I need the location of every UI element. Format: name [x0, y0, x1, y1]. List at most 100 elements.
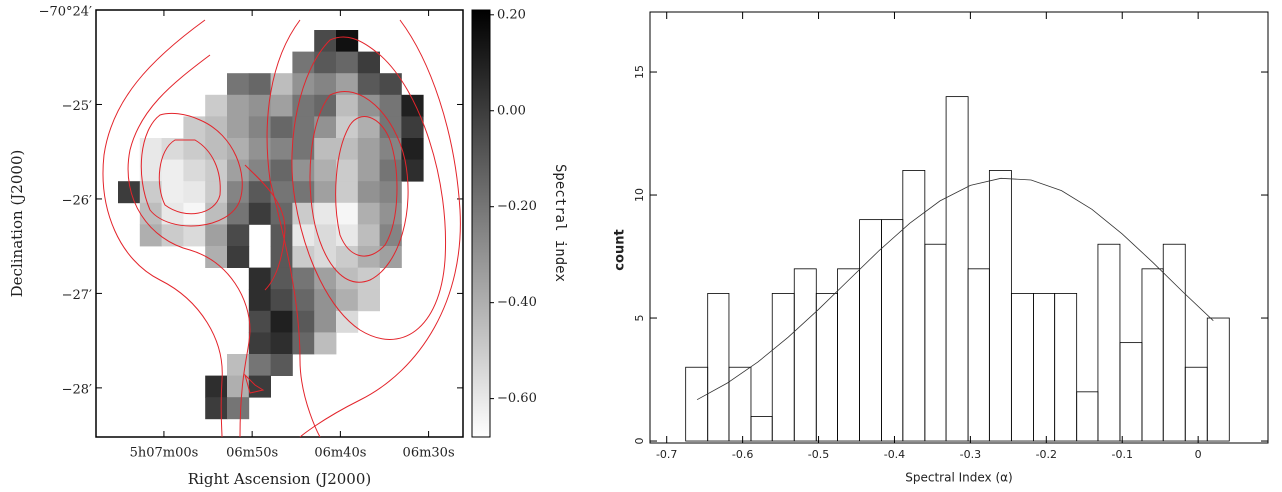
y-tick-label: 15 [633, 65, 646, 79]
pixel [139, 224, 162, 247]
pixel [183, 159, 206, 182]
pixel [292, 267, 315, 290]
pixel [379, 116, 402, 139]
pixel [357, 138, 380, 160]
fit-curve [696, 177, 1214, 401]
bar [1076, 391, 1099, 442]
pixel [248, 267, 271, 290]
bar [945, 96, 969, 442]
x-tick-label: -0.4 [884, 448, 905, 461]
x-tick-label: 06m50s [226, 446, 278, 461]
contour [140, 112, 243, 227]
pixel [336, 224, 359, 247]
pixel [314, 51, 337, 74]
pixel [161, 202, 184, 225]
pixel [292, 310, 315, 333]
x-tick-label: 06m30s [403, 446, 455, 461]
pixel [227, 159, 250, 182]
pixel [357, 246, 380, 268]
pixel [139, 159, 162, 182]
contours [102, 19, 461, 437]
pixel [270, 354, 293, 376]
pixel [270, 202, 293, 225]
pixel [401, 159, 424, 182]
pixel [248, 94, 271, 117]
pixel [336, 289, 359, 312]
bar [837, 268, 860, 442]
x-tick-label: 06m40s [314, 446, 366, 461]
bar [1097, 243, 1121, 442]
pixel [205, 138, 228, 160]
pixel [401, 138, 424, 160]
pixel [227, 202, 250, 225]
pixel [183, 116, 206, 139]
pixel [292, 73, 315, 96]
colorbar-tick-label: −0.60 [497, 391, 537, 406]
pixel [292, 138, 315, 160]
x-tick-label: 0 [1195, 448, 1202, 461]
pixel [357, 159, 380, 182]
bar [1162, 243, 1186, 442]
pixel [379, 224, 402, 247]
bar [1054, 293, 1078, 442]
pixel [292, 94, 315, 117]
colorbar [471, 9, 491, 438]
pixel [379, 73, 402, 96]
map-panel: 5h07m00s 06m50s 06m40s 06m30s −70°24′ −25′ −26… [8, 5, 568, 489]
pixel [314, 73, 337, 96]
x-tick-label: -0.6 [732, 448, 753, 461]
bar [859, 219, 882, 442]
pixel [336, 51, 359, 74]
bar [750, 416, 773, 442]
contour [127, 54, 251, 437]
pixel [379, 94, 402, 117]
contour [291, 36, 447, 340]
pixel [314, 267, 337, 290]
contour [335, 116, 398, 257]
pixel [292, 181, 315, 204]
bar [881, 219, 904, 442]
bar [902, 170, 926, 442]
plot-frame [95, 9, 464, 438]
pixel [248, 310, 271, 333]
pixel [248, 73, 271, 96]
pixel [292, 332, 315, 355]
y-tick-label: 10 [633, 188, 646, 202]
y-tick-label: −28′ [62, 382, 92, 397]
bar [815, 293, 838, 442]
y-tick-label: −26′ [62, 193, 92, 208]
x-tick-label: -0.3 [960, 448, 981, 461]
pixel [227, 73, 250, 96]
pixel [379, 202, 402, 225]
pixel [379, 246, 402, 268]
pixel [379, 159, 402, 182]
pixel [161, 159, 184, 182]
pixel [314, 289, 337, 312]
pixel [314, 116, 337, 139]
bar [1119, 342, 1143, 442]
pixel [270, 159, 293, 182]
pixel [227, 224, 250, 247]
pixel [205, 375, 228, 398]
pixel [205, 397, 228, 420]
pixel [248, 116, 271, 139]
pixel [227, 116, 250, 139]
pixel [205, 246, 228, 268]
pixel [270, 224, 293, 247]
pixel [314, 310, 337, 333]
bar [1184, 366, 1208, 442]
bar [1141, 268, 1164, 442]
pixel [227, 246, 250, 268]
pixel [357, 202, 380, 225]
bar [967, 268, 990, 442]
x-axis-label: Spectral Index (α) [905, 471, 1012, 485]
colorbar-tick-label: 0.20 [497, 7, 526, 22]
pixel [357, 94, 380, 117]
bar [1033, 293, 1056, 442]
pixel [161, 181, 184, 204]
pixel [139, 138, 162, 160]
y-tick-label: −27′ [62, 288, 92, 303]
pixel [357, 51, 380, 74]
pixel [314, 30, 337, 52]
